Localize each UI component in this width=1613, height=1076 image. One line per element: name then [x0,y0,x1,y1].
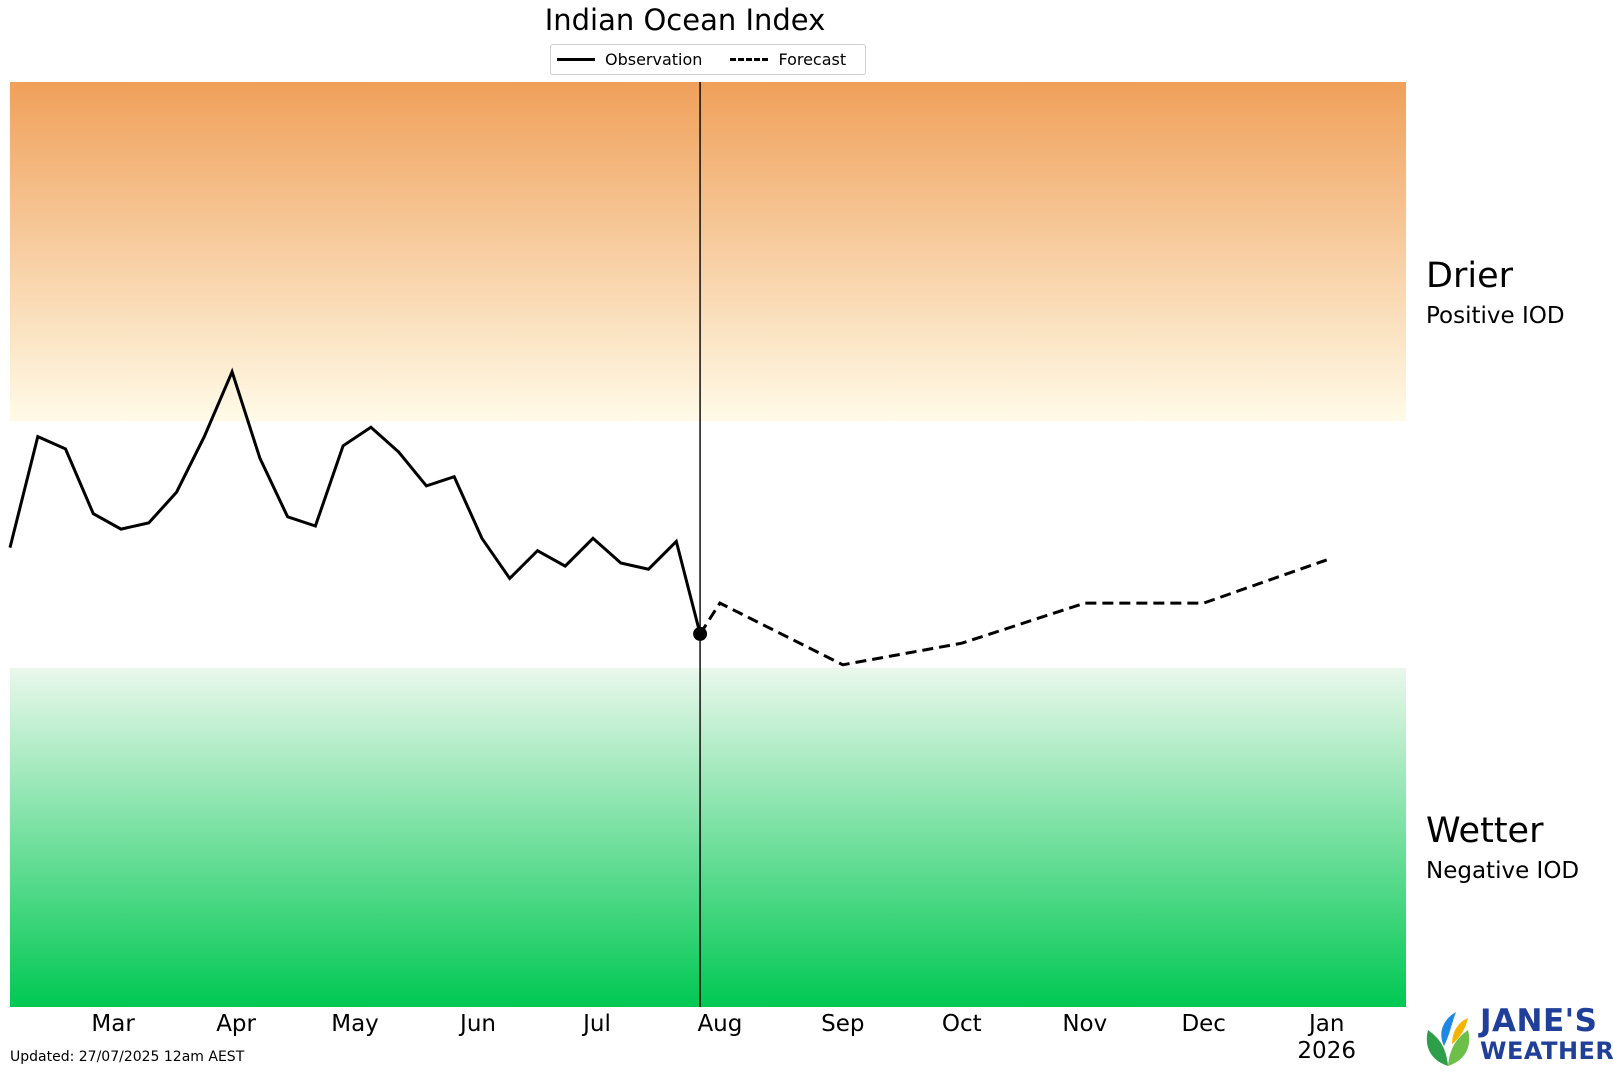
legend-item-forecast: Forecast [724,50,846,69]
legend: Observation Forecast [550,44,866,75]
x-tick-label: Sep [821,1011,864,1037]
negative-iod-label: Negative IOD [1426,858,1580,884]
wetter-label: Wetter [1426,811,1544,851]
leaf-icon [1426,1012,1470,1066]
x-tick-label: Oct [942,1011,982,1037]
legend-item-observation: Observation [551,50,702,69]
drier-band [10,82,1406,422]
legend-swatch-dashed [730,58,769,61]
series-line-forecast [698,558,1328,667]
x-tick-label: Jul [581,1011,611,1037]
series-line-observation [8,367,702,635]
logo-text: JANE'S WEATHER [1480,1006,1613,1066]
logo-line1: JANE'S [1480,1003,1598,1039]
legend-swatch-solid [557,58,595,61]
updated-timestamp: Updated: 27/07/2025 12am AEST [10,1049,245,1065]
x-tick-label: 2026 [1297,1038,1356,1064]
series-layer [8,367,1328,667]
x-tick-label: Dec [1181,1011,1226,1037]
positive-iod-label: Positive IOD [1426,303,1565,329]
wetter-band [10,667,1406,1007]
x-tick-label: Jan [1307,1011,1344,1037]
logo-line2: WEATHER [1480,1037,1613,1065]
x-tick-label: Jun [458,1011,496,1037]
x-tick-label: May [331,1011,379,1037]
legend-label-forecast: Forecast [778,50,847,69]
x-tick-label: Aug [697,1011,742,1037]
x-tick-label: Nov [1062,1011,1107,1037]
x-tick-label: Apr [216,1011,256,1037]
latest-observation-marker [693,626,708,641]
chart-title: Indian Ocean Index [544,3,826,37]
x-tick-label: Mar [91,1011,135,1037]
legend-label-observation: Observation [605,50,703,69]
janes-weather-logo: JANE'S WEATHER [1422,1006,1613,1068]
drier-label: Drier [1426,256,1513,296]
